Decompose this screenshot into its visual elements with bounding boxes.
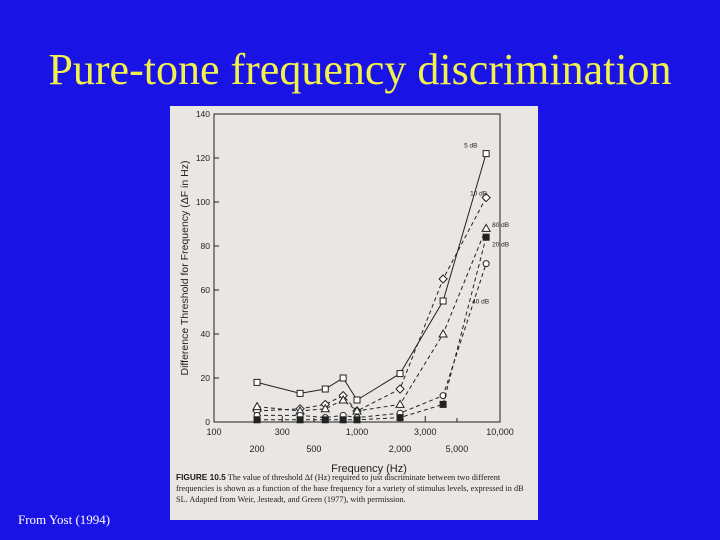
y-axis-label: Difference Threshold for Frequency (ΔF i… — [179, 161, 191, 376]
data-point — [482, 260, 490, 268]
y-tick-label: 120 — [196, 153, 210, 163]
data-point — [252, 401, 262, 411]
series-line-2 — [256, 228, 487, 412]
data-point — [321, 416, 329, 424]
data-point — [481, 192, 491, 203]
series-label: 10 dB — [470, 191, 487, 198]
data-point — [339, 374, 347, 382]
series-line-0 — [256, 153, 487, 401]
data-point — [320, 403, 331, 413]
data-point — [353, 396, 361, 404]
y-tick-label: 140 — [196, 109, 210, 119]
y-tick-label: 0 — [205, 417, 210, 427]
data-point — [353, 416, 361, 424]
series-label: 40 dB — [472, 299, 489, 306]
x-tick-label: 300 — [275, 427, 290, 437]
y-tick-label: 80 — [201, 241, 211, 251]
x-tick-label: 500 — [306, 444, 321, 454]
x-tick-label: 200 — [250, 444, 265, 454]
x-tick-label: 1,000 — [346, 427, 369, 437]
data-point — [482, 150, 490, 158]
x-tick-label: 5,000 — [446, 444, 469, 454]
x-tick-label: 3,000 — [414, 427, 437, 437]
series-line-4 — [257, 237, 487, 421]
y-tick-label: 100 — [196, 197, 210, 207]
data-point — [439, 297, 447, 305]
data-point — [396, 414, 404, 422]
data-point — [395, 399, 405, 408]
data-point — [481, 223, 492, 232]
figure-caption-text: The value of threshold Δf (Hz) required … — [176, 473, 524, 504]
data-point — [338, 394, 349, 404]
data-point — [438, 274, 448, 284]
series-label: 5 dB — [464, 143, 477, 150]
data-point — [296, 416, 304, 424]
y-tick-label: 40 — [201, 329, 211, 339]
data-point — [438, 328, 448, 338]
data-point — [482, 233, 490, 241]
series-label: 20 dB — [492, 241, 509, 248]
series-line-3 — [257, 263, 487, 419]
x-axis-label: Frequency (Hz) — [331, 463, 407, 475]
data-point — [396, 370, 404, 378]
figure-caption-label: FIGURE 10.5 — [176, 472, 226, 482]
figure-card: 0 20 40 60 80 100 120 140 100 300 1,000 3,000 10,000… — [170, 106, 538, 520]
data-point — [253, 378, 261, 386]
series-line-1 — [256, 197, 487, 412]
data-point — [439, 392, 447, 400]
data-point — [321, 385, 329, 393]
y-tick-label: 20 — [201, 373, 211, 383]
data-point — [339, 416, 347, 424]
y-tick-label: 60 — [201, 285, 211, 295]
x-tick-label: 2,000 — [389, 444, 412, 454]
plot-frame — [213, 113, 501, 423]
x-tick-label: 10,000 — [486, 427, 514, 437]
data-point — [439, 400, 447, 408]
data-point — [253, 416, 261, 424]
source-credit: From Yost (1994) — [18, 512, 111, 527]
x-tick-label: 100 — [206, 427, 221, 437]
data-point — [395, 384, 405, 394]
figure-caption: FIGURE 10.5 The value of threshold Δf (H… — [176, 472, 532, 505]
slide-title: Pure-tone frequency discrimination — [48, 45, 672, 94]
series-label: 80 dB — [492, 222, 509, 229]
data-point — [296, 389, 304, 397]
data-point — [352, 405, 362, 415]
threshold-chart: 0 20 40 60 80 100 120 140 100 300 1,000 3,000 10,000… — [179, 109, 514, 475]
